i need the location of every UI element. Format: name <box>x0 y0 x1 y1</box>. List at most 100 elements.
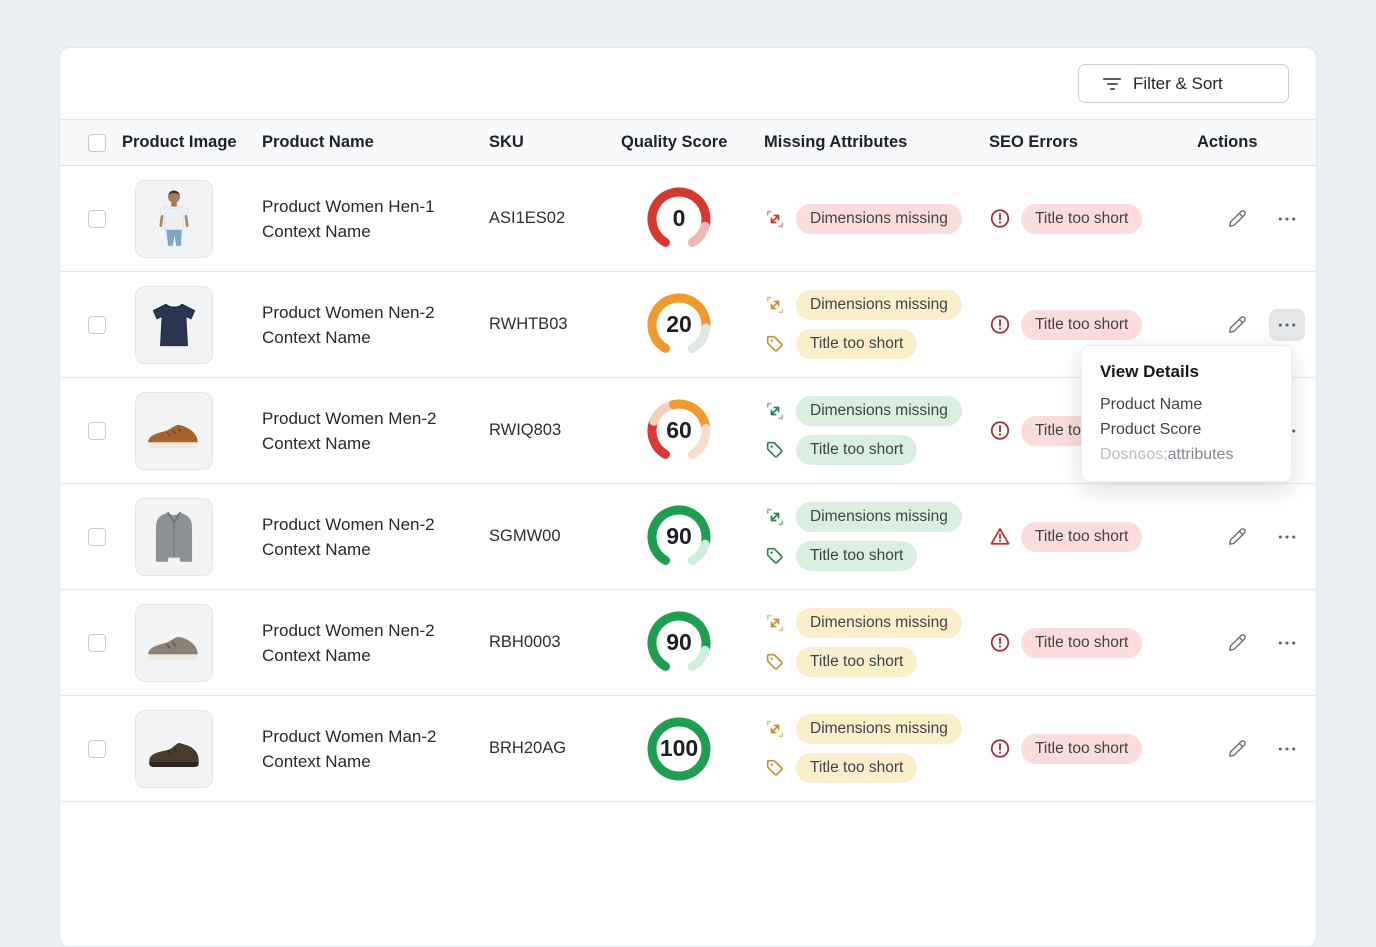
dimensions-expand-icon <box>764 718 786 740</box>
tag-icon <box>764 651 786 673</box>
product-sku: ASI1ES02 <box>489 209 621 228</box>
table-row: Product Women Man-2Context Name BRH20AG … <box>60 696 1316 802</box>
column-header-product-name: Product Name <box>262 133 489 152</box>
product-photo-model-white-tshirt <box>141 186 207 252</box>
edit-pencil-icon <box>1226 737 1249 760</box>
product-sku: SGMW00 <box>489 527 621 546</box>
row-checkbox[interactable] <box>88 528 106 546</box>
row-checkbox[interactable] <box>88 210 106 228</box>
more-actions-button[interactable] <box>1269 203 1305 235</box>
missing-attribute-badge: Dimensions missing <box>796 290 962 320</box>
edit-button[interactable] <box>1219 521 1255 553</box>
seo-error-item: Title too short <box>989 310 1197 340</box>
missing-attribute-item: Title too short <box>764 647 989 677</box>
more-dots-icon <box>1275 313 1299 337</box>
column-header-missing-attributes: Missing Attributes <box>764 133 989 152</box>
missing-attributes-cell: Dimensions missing <box>764 204 989 234</box>
table-row: Product Women Nen-2Context Name SGMW00 9… <box>60 484 1316 590</box>
seo-errors-cell: Title too short <box>989 734 1197 764</box>
product-table-card: Filter & Sort Product Image Product Name… <box>59 47 1317 947</box>
missing-attribute-badge: Title too short <box>796 329 917 359</box>
product-name: Product Women Hen-1Context Name <box>262 194 489 244</box>
alert-circle-icon <box>989 737 1011 760</box>
alert-triangle-icon <box>989 525 1011 548</box>
product-name: Product Women Nen-2Context Name <box>262 618 489 668</box>
dimensions-expand-icon <box>764 506 786 528</box>
edit-pencil-icon <box>1226 313 1249 336</box>
product-image <box>135 710 213 788</box>
missing-attribute-item: Title too short <box>764 753 989 783</box>
edit-pencil-icon <box>1226 525 1249 548</box>
row-checkbox[interactable] <box>88 422 106 440</box>
row-checkbox[interactable] <box>88 316 106 334</box>
more-actions-button[interactable] <box>1269 733 1305 765</box>
select-all-checkbox[interactable] <box>88 134 106 152</box>
seo-error-badge: Title too short <box>1021 734 1142 764</box>
alert-circle-icon <box>989 207 1011 230</box>
menu-title: View Details <box>1100 362 1273 382</box>
page: { "toolbar": { "filter_sort": "Filter & … <box>0 0 1376 768</box>
more-dots-icon <box>1275 631 1299 655</box>
product-image <box>135 498 213 576</box>
missing-attribute-badge: Dimensions missing <box>796 608 962 638</box>
filter-icon <box>1103 75 1121 93</box>
missing-attribute-badge: Title too short <box>796 541 917 571</box>
more-dots-icon <box>1275 525 1299 549</box>
edit-button[interactable] <box>1219 309 1255 341</box>
seo-error-item: Title too short <box>989 628 1197 658</box>
quality-score-value: 20 <box>643 289 715 361</box>
menu-item-attributes[interactable]: Dosnɢos;attributes <box>1100 442 1273 467</box>
product-image <box>135 392 213 470</box>
product-name: Product Women Nen-2Context Name <box>262 512 489 562</box>
column-header-product-image: Product Image <box>122 133 262 152</box>
edit-button[interactable] <box>1219 627 1255 659</box>
filter-sort-button[interactable]: Filter & Sort <box>1078 64 1289 103</box>
more-dots-icon <box>1275 737 1299 761</box>
product-sku: BRH20AG <box>489 739 621 758</box>
missing-attribute-item: Dimensions missing <box>764 502 989 532</box>
column-header-seo-errors: SEO Errors <box>989 133 1197 152</box>
product-sku: RWIQ803 <box>489 421 621 440</box>
missing-attribute-item: Title too short <box>764 329 989 359</box>
quality-score-value: 90 <box>643 607 715 679</box>
row-checkbox[interactable] <box>88 634 106 652</box>
seo-error-badge: Title too short <box>1021 522 1142 552</box>
tag-icon <box>764 545 786 567</box>
table-row: Product Women Nen-2Context Name RBH0003 … <box>60 590 1316 696</box>
edit-button[interactable] <box>1219 203 1255 235</box>
alert-circle-icon <box>989 419 1011 442</box>
tag-icon <box>764 757 786 779</box>
edit-pencil-icon <box>1226 631 1249 654</box>
seo-errors-cell: Title too short <box>989 204 1197 234</box>
missing-attribute-badge: Dimensions missing <box>796 502 962 532</box>
dimensions-expand-icon <box>764 294 786 316</box>
column-header-quality-score: Quality Score <box>621 133 764 152</box>
table-body: Product Women Hen-1Context Name ASI1ES02… <box>60 166 1316 802</box>
missing-attributes-cell: Dimensions missing Title too short <box>764 396 989 465</box>
missing-attribute-badge: Dimensions missing <box>796 396 962 426</box>
missing-attributes-cell: Dimensions missing Title too short <box>764 502 989 571</box>
menu-item-product-name[interactable]: Product Name <box>1100 392 1273 417</box>
missing-attribute-item: Dimensions missing <box>764 290 989 320</box>
edit-button[interactable] <box>1219 733 1255 765</box>
more-actions-button[interactable] <box>1269 521 1305 553</box>
table-toolbar: Filter & Sort <box>60 48 1316 119</box>
more-actions-button[interactable] <box>1269 309 1305 341</box>
product-photo-navy-tshirt <box>141 292 207 358</box>
dimensions-expand-icon <box>764 400 786 422</box>
actions-menu-popup: View Details Product Name Product Score … <box>1081 345 1292 482</box>
row-checkbox[interactable] <box>88 740 106 758</box>
more-actions-button[interactable] <box>1269 627 1305 659</box>
filter-sort-label: Filter & Sort <box>1133 74 1223 94</box>
missing-attribute-badge: Dimensions missing <box>796 714 962 744</box>
menu-item-product-score[interactable]: Product Score <box>1100 417 1273 442</box>
product-name: Product Women Men-2Context Name <box>262 406 489 456</box>
product-photo-dark-boot <box>141 716 207 782</box>
seo-error-badge: Title too short <box>1021 204 1142 234</box>
product-sku: RWHTB03 <box>489 315 621 334</box>
product-image <box>135 604 213 682</box>
missing-attributes-cell: Dimensions missing Title too short <box>764 714 989 783</box>
missing-attribute-item: Dimensions missing <box>764 714 989 744</box>
alert-circle-icon <box>989 631 1011 654</box>
seo-error-badge: Title too short <box>1021 310 1142 340</box>
